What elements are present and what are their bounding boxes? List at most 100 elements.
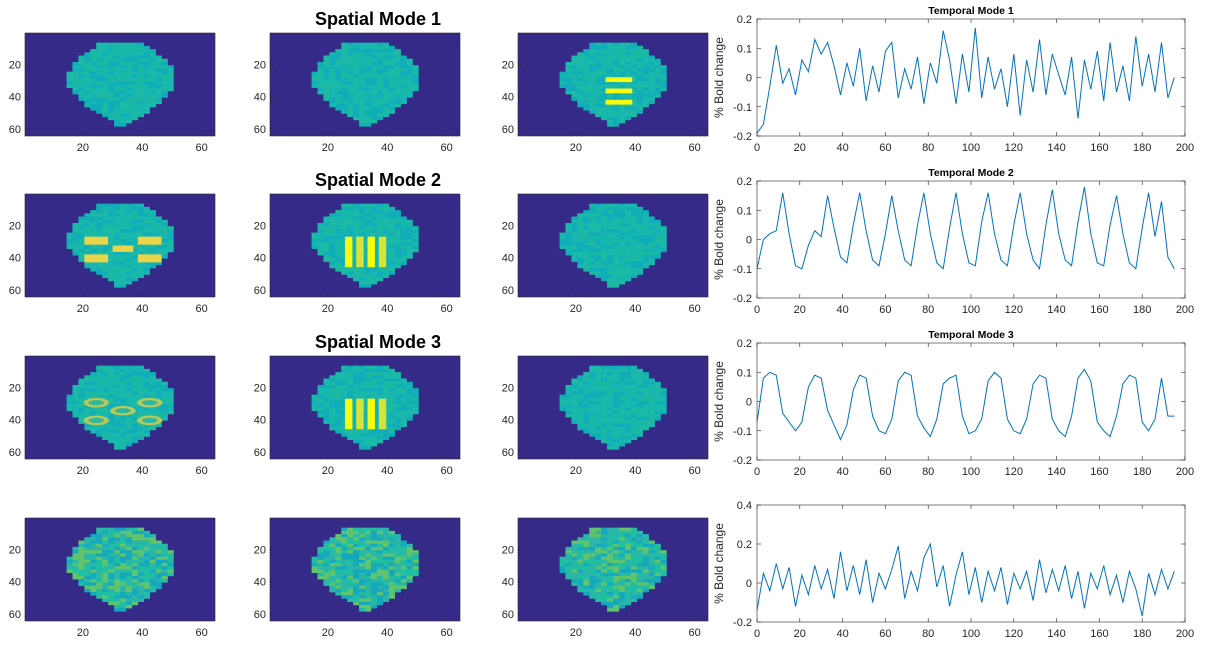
y-tick-label: -0.1 (733, 102, 752, 114)
brain-pixel (636, 52, 643, 56)
brain-pixel (120, 592, 127, 596)
brain-pixel (618, 103, 626, 108)
brain-pixel (66, 84, 73, 89)
brain-pixel (78, 391, 85, 395)
brain-pixel (108, 588, 115, 593)
brain-pixel (131, 206, 139, 211)
brain-pixel (167, 242, 174, 246)
brain-pixel (114, 239, 121, 243)
brain-pixel (636, 553, 643, 557)
brain-pixel (114, 113, 121, 117)
brain-pixel (654, 222, 661, 227)
y-tick-label: 0.1 (737, 43, 752, 55)
brain-pixel (400, 61, 407, 66)
brain-pixel (624, 430, 632, 434)
brain-pixel (329, 404, 336, 408)
brain-pixel (359, 61, 366, 66)
brain-pixel (143, 97, 150, 101)
brain-pixel (323, 553, 330, 557)
brain-pixel (120, 68, 127, 72)
brain-pixel (120, 74, 127, 79)
brain-pixel (102, 391, 109, 395)
brain-pixel (618, 258, 626, 262)
brain-pixel (388, 219, 395, 224)
brain-pixel (353, 540, 360, 545)
brain-pixel (636, 235, 643, 240)
brain-pixel (648, 407, 655, 412)
brain-pixel (125, 274, 133, 278)
brain-pixel (376, 216, 384, 221)
brain-pixel (642, 569, 649, 574)
brain-pixel (601, 368, 608, 373)
brain-pixel (607, 430, 614, 434)
brain-pixel (84, 61, 91, 66)
brain-pixel (365, 55, 372, 60)
brain-pixel (394, 417, 401, 421)
brain-pixel (347, 368, 354, 373)
brain-pixel (149, 264, 156, 269)
brain-pixel (353, 543, 360, 548)
brain-pixel (102, 534, 109, 538)
brain-pixel (108, 433, 115, 437)
brain-pixel (365, 446, 372, 450)
brain-pixel (642, 264, 649, 269)
brain-pixel (618, 261, 626, 266)
brain-pixel (577, 569, 584, 574)
brain-pixel (155, 61, 162, 66)
brain-pixel (400, 575, 407, 580)
brain-pixel (388, 232, 395, 237)
brain-pixel (323, 81, 330, 85)
brain-pixel (125, 277, 133, 282)
brain-pixel (624, 251, 632, 256)
brain-pixel (613, 226, 620, 230)
brain-pixel (96, 219, 103, 224)
x-tick-label: 20 (794, 628, 806, 640)
brain-pixel (613, 572, 620, 577)
brain-pixel (143, 90, 150, 95)
brain-pixel (108, 598, 115, 602)
brain-pixel (365, 553, 372, 557)
brain-pixel (601, 203, 608, 208)
brain-pixel (341, 232, 348, 237)
brain-pixel (143, 550, 150, 554)
y-tick-label: 40 (254, 92, 266, 104)
brain-pixel (394, 381, 401, 386)
brain-pixel (143, 206, 150, 211)
brain-pixel (149, 410, 156, 415)
brain-pixel (78, 216, 85, 221)
brain-pixel (96, 271, 103, 275)
brain-pixel (114, 242, 121, 246)
brain-pixel (412, 566, 419, 570)
brain-pixel (571, 563, 578, 567)
brain-pixel (108, 439, 115, 444)
brain-pixel (654, 61, 661, 66)
brain-pixel (388, 537, 395, 541)
brain-pixel (365, 540, 372, 545)
brain-pixel (601, 365, 608, 370)
brain-pixel (577, 375, 584, 379)
brain-pixel (317, 84, 324, 89)
brain-pixel (359, 210, 366, 214)
brain-pixel (335, 413, 342, 418)
brain-pixel (648, 559, 655, 564)
x-tick-label: 140 (1047, 142, 1065, 154)
brain-pixel (607, 553, 614, 557)
brain-pixel (125, 563, 133, 567)
brain-pixel (613, 394, 620, 399)
brain-pixel (90, 71, 97, 76)
brain-pixel (125, 116, 133, 121)
brain-pixel (167, 74, 174, 79)
brain-pixel (329, 550, 336, 554)
brain-pixel (618, 81, 626, 85)
brain-pixel (353, 365, 360, 370)
brain-pixel (120, 397, 127, 402)
brain-pixel (630, 595, 638, 599)
brain-pixel (137, 559, 145, 564)
brain-pixel (589, 556, 596, 561)
brain-pixel (571, 65, 578, 69)
brain-pixel (125, 71, 133, 76)
brain-pixel (341, 90, 348, 95)
brain-pixel (131, 537, 139, 541)
brain-pixel (382, 365, 390, 370)
brain-pixel (108, 87, 115, 92)
